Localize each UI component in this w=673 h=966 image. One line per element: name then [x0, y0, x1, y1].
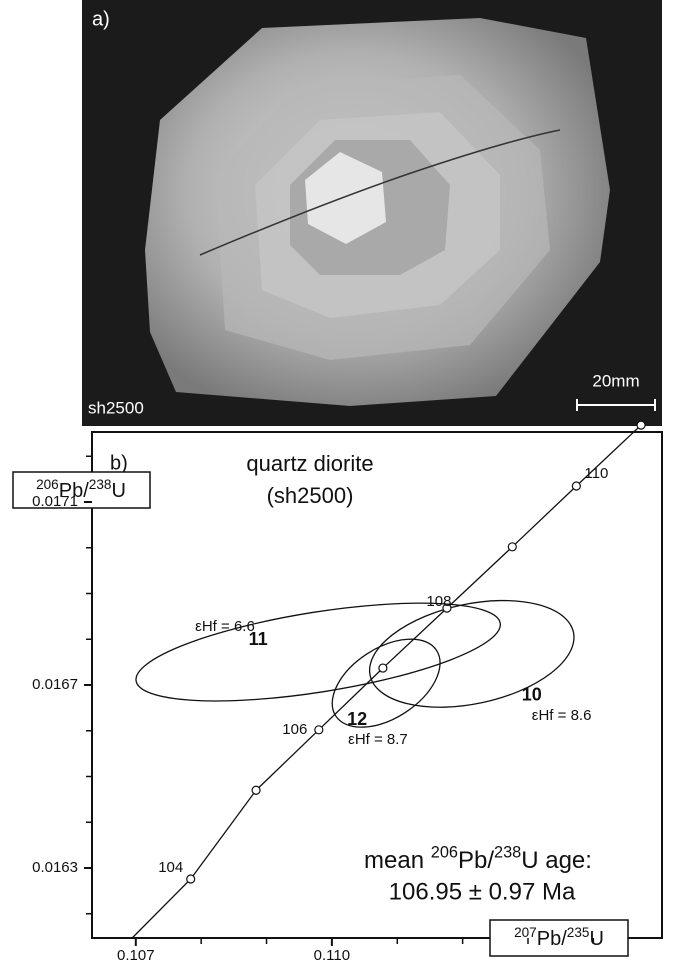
- ellipse-label: 10: [522, 685, 542, 705]
- label-part: Pb/: [458, 847, 494, 874]
- age-label: 110: [584, 465, 608, 482]
- y-tick-label: 0.0163: [32, 859, 78, 876]
- panel-label: b): [110, 452, 128, 474]
- error-ellipse: [135, 602, 501, 702]
- mean-age-value: 106.95 ± 0.97 Ma: [389, 878, 576, 905]
- concordia-curve: [190, 424, 642, 880]
- error-ellipse: [368, 599, 575, 708]
- superscript: 235: [567, 925, 590, 940]
- ellipse-label: 11: [249, 629, 268, 649]
- superscript: 238: [89, 477, 112, 492]
- panel-b: b) quartz diorite (sh2500): [12, 431, 663, 957]
- chart-title: quartz diorite: [246, 451, 373, 476]
- label-part: Pb/: [59, 480, 89, 502]
- error-ellipse: [331, 638, 441, 728]
- core: [305, 152, 386, 244]
- superscript: 207: [514, 925, 537, 940]
- ehf-label: εHf = 6.6: [195, 618, 255, 635]
- sample-label: sh2500: [88, 398, 144, 417]
- superscript: 238: [494, 844, 521, 862]
- concordia-point: [571, 481, 581, 491]
- x-axis-label: 207Pb/235U: [514, 925, 604, 951]
- age-label: 104: [158, 859, 183, 876]
- ellipse-label: 12: [347, 709, 367, 729]
- crack: [199, 129, 561, 256]
- concordia-point: [378, 663, 388, 673]
- scale-bar-label: 20mm: [592, 371, 639, 390]
- concordia-point: [314, 725, 324, 735]
- ehf-label: εHf = 8.7: [348, 731, 408, 748]
- superscript: 206: [36, 477, 59, 492]
- concordia-extension: [131, 878, 192, 939]
- age-label: 108: [426, 593, 451, 610]
- x-tick-label: 0.110: [314, 947, 350, 964]
- x-label-box: [489, 919, 629, 957]
- concordia-point: [251, 785, 261, 795]
- ehf-label: εHf = 8.6: [532, 707, 592, 724]
- label-part: mean: [364, 847, 431, 874]
- y-axis-label: 206Pb/238U: [36, 477, 126, 503]
- y-tick-label: 0.0167: [32, 676, 78, 693]
- y-label-box: [12, 471, 151, 509]
- panel-label: a): [92, 8, 110, 30]
- panel-a: a) sh2500 20mm: [82, 0, 662, 426]
- label-part: U: [111, 480, 125, 502]
- age-label: 106: [282, 721, 307, 738]
- label-part: U: [589, 928, 603, 950]
- x-tick-label: 0.107: [117, 947, 155, 964]
- y-tick-label: 0.0171: [32, 493, 78, 510]
- superscript: 206: [431, 844, 458, 862]
- chart-subtitle: (sh2500): [267, 483, 354, 508]
- concordia-point: [636, 420, 646, 430]
- mean-age-label: mean 206Pb/238U age:: [364, 844, 592, 874]
- label-part: Pb/: [537, 928, 567, 950]
- concordia-point: [507, 542, 517, 552]
- concordia-point: [186, 874, 196, 884]
- concordia-point: [442, 603, 452, 613]
- label-part: U age:: [521, 847, 592, 874]
